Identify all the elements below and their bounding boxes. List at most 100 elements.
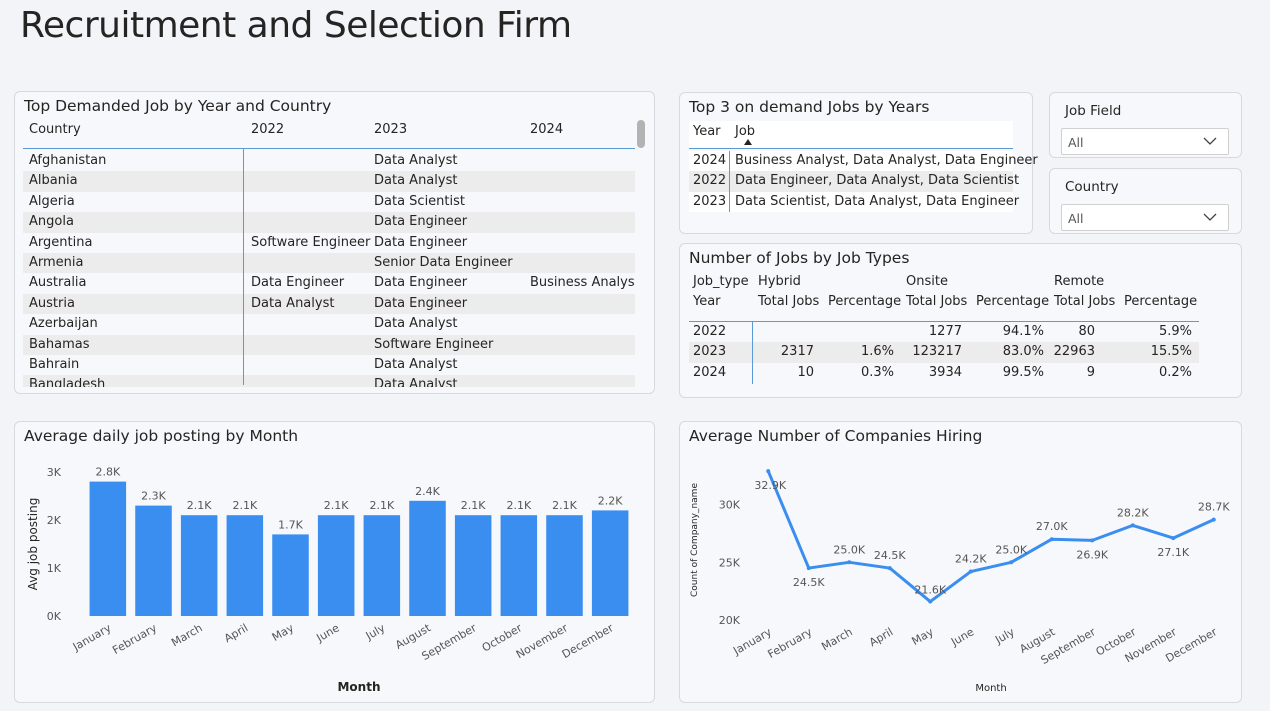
- data-point[interactable]: [968, 569, 973, 574]
- cell-hybrid-pct: 0.3%: [860, 364, 894, 380]
- bar[interactable]: [454, 515, 492, 616]
- data-label: 27.0K: [1036, 520, 1068, 533]
- country-slicer: Country All: [1049, 168, 1242, 234]
- cell-remote-pct: 5.9%: [1158, 324, 1192, 339]
- table-row[interactable]: Argentina Software Engineer Data Engineer: [23, 233, 635, 253]
- table-row[interactable]: Albania Data Analyst: [23, 171, 635, 192]
- table-row[interactable]: Bangladesh Data Analyst: [23, 375, 635, 387]
- top3-header: Year Job: [689, 121, 1013, 149]
- bar[interactable]: [317, 515, 355, 616]
- bar[interactable]: [89, 481, 127, 616]
- table-row[interactable]: Afghanistan Data Analyst: [23, 151, 635, 171]
- cell-year: 2023: [693, 344, 727, 360]
- data-point[interactable]: [928, 599, 933, 604]
- cell-country: Algeria: [29, 193, 75, 209]
- table-row[interactable]: Armenia Senior Data Engineer: [23, 252, 635, 274]
- table-row[interactable]: Azerbaijan Data Analyst: [23, 314, 635, 334]
- col-job[interactable]: Job: [735, 124, 756, 139]
- table-scrollbar[interactable]: [637, 120, 645, 148]
- x-tick-label: July: [992, 625, 1017, 647]
- cell-remote-total: 22963: [1053, 344, 1095, 360]
- line-chart-title: Average Number of Companies Hiring: [689, 427, 983, 445]
- data-label: 2.1K: [187, 499, 212, 512]
- bar[interactable]: [363, 515, 401, 616]
- job-field-value: All: [1068, 135, 1084, 150]
- data-label: 28.7K: [1198, 501, 1230, 514]
- cell-2023: Data Engineer: [374, 234, 468, 250]
- table-row[interactable]: Bahrain Data Analyst: [23, 355, 635, 375]
- cell-year: 2022: [693, 324, 727, 339]
- top-demanded-table-card: Top Demanded Job by Year and Country Cou…: [14, 91, 655, 394]
- cell-hybrid-total: 2317: [780, 344, 814, 360]
- chevron-down-icon: [1202, 209, 1218, 228]
- cell-remote-pct: 15.5%: [1150, 344, 1192, 360]
- data-label: 26.9K: [1076, 548, 1108, 561]
- table-row[interactable]: Angola Data Engineer: [23, 212, 635, 233]
- hdr-onsite-pct: Percentage: [976, 294, 1050, 309]
- cell-2023: Data Analyst: [374, 153, 458, 168]
- data-point[interactable]: [1211, 517, 1216, 522]
- table-row[interactable]: 2023 2317 1.6% 123217 83.0% 22963 15.5%: [689, 342, 1199, 363]
- hdr-hybrid-total: Total Jobs: [758, 294, 820, 309]
- x-tick-label: June: [948, 625, 976, 649]
- data-point[interactable]: [806, 566, 811, 571]
- cell-year: 2024: [693, 364, 727, 380]
- series-line[interactable]: [766, 470, 1215, 604]
- data-point[interactable]: [847, 560, 852, 565]
- job-types-matrix: Job_type Hybrid Onsite Remote Year Total…: [689, 272, 1199, 384]
- table-row[interactable]: 2024 Business Analyst, Data Analyst, Data…: [689, 151, 1038, 172]
- col-2023[interactable]: 2023: [374, 122, 408, 137]
- bar[interactable]: [500, 515, 538, 616]
- data-label: 32.9K: [754, 479, 786, 492]
- job-field-dropdown[interactable]: All: [1061, 128, 1229, 155]
- cell-country: Angola: [29, 214, 74, 230]
- bar[interactable]: [409, 500, 446, 616]
- table-row[interactable]: 2022 Data Engineer, Data Analyst, Data Sc…: [689, 171, 1019, 192]
- table-row[interactable]: Australia Data Engineer Data Engineer Busin…: [23, 273, 635, 293]
- matrix-body: 2022 1277 94.1% 80 5.9% 2023 2317 1.6% 123217 83.…: [689, 322, 1199, 383]
- col-2024[interactable]: 2024: [530, 122, 564, 137]
- cell-2023: Data Analyst: [374, 377, 458, 387]
- bar[interactable]: [546, 515, 583, 616]
- data-point[interactable]: [887, 566, 892, 571]
- job-field-label: Job Field: [1065, 103, 1122, 119]
- col-country[interactable]: Country: [29, 122, 81, 137]
- table-row[interactable]: 2023 Data Scientist, Data Analyst, Data E…: [689, 191, 1019, 213]
- bar-chart-title: Average daily job posting by Month: [24, 427, 299, 445]
- bar-chart: 0K 1K 2K 3K Avg job posting 2.8K January 2.3K Fe…: [26, 466, 629, 694]
- table-row[interactable]: 2022 1277 94.1% 80 5.9%: [689, 322, 1199, 342]
- data-point[interactable]: [1049, 537, 1054, 542]
- bar[interactable]: [180, 515, 218, 616]
- data-label: 28.2K: [1117, 506, 1149, 519]
- cell-onsite-total: 1277: [928, 324, 962, 339]
- table-row[interactable]: Algeria Data Scientist: [23, 192, 635, 212]
- table-row[interactable]: 2024 10 0.3% 3934 99.5% 9 0.2%: [689, 363, 1199, 383]
- data-point[interactable]: [1130, 523, 1135, 528]
- cell-job: Business Analyst, Data Analyst, Data Eng…: [735, 153, 1038, 168]
- data-label: 2.1K: [324, 499, 349, 512]
- data-point[interactable]: [1009, 560, 1014, 565]
- cell-year: 2023: [693, 193, 727, 209]
- cell-remote-pct: 0.2%: [1158, 364, 1192, 380]
- col-2022[interactable]: 2022: [251, 122, 285, 137]
- data-point[interactable]: [766, 469, 771, 474]
- hdr-hybrid-pct: Percentage: [828, 294, 902, 309]
- table-row[interactable]: Austria Data Analyst Data Engineer: [23, 293, 635, 315]
- data-label: 2.2K: [598, 494, 623, 507]
- bar[interactable]: [591, 510, 629, 616]
- job-field-slicer: Job Field All: [1049, 92, 1242, 158]
- x-axis-label: Month: [337, 680, 380, 694]
- x-tick-label: April: [222, 621, 250, 645]
- chevron-down-icon: [1202, 133, 1218, 152]
- country-dropdown[interactable]: All: [1061, 204, 1229, 231]
- data-point[interactable]: [1090, 538, 1095, 543]
- x-tick-label: December: [560, 621, 616, 661]
- table-row[interactable]: Bahamas Software Engineer: [23, 334, 635, 355]
- data-label: 24.5K: [793, 576, 825, 589]
- col-year[interactable]: Year: [693, 124, 721, 139]
- bar[interactable]: [272, 534, 309, 616]
- bar[interactable]: [135, 505, 172, 616]
- data-point[interactable]: [1171, 536, 1176, 541]
- bar[interactable]: [226, 515, 264, 616]
